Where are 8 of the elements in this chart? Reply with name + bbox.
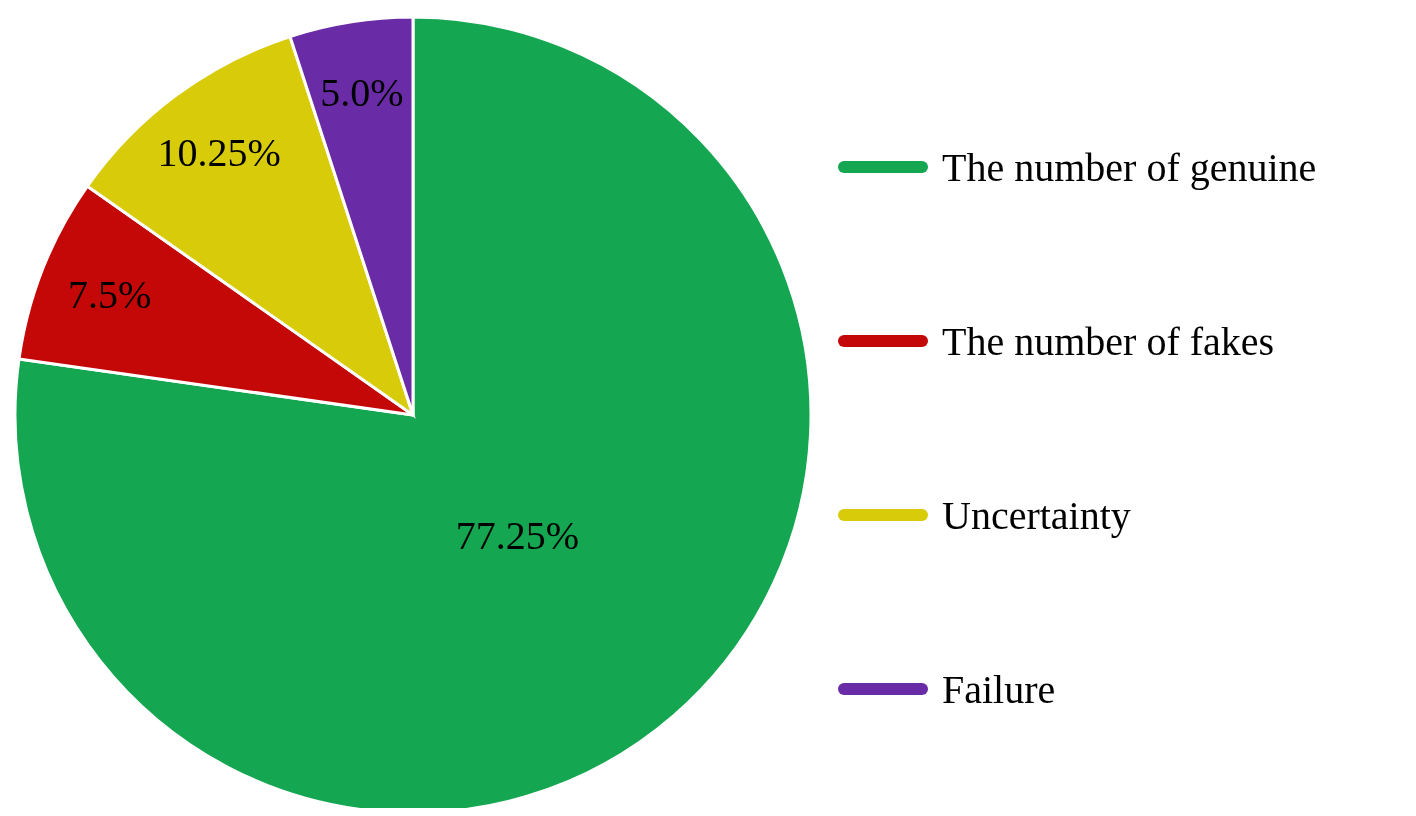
legend-label: Failure bbox=[942, 665, 1056, 713]
data-label: 77.25% bbox=[455, 512, 579, 558]
legend-label: Uncertainty bbox=[942, 491, 1131, 539]
data-label: 10.25% bbox=[157, 129, 281, 175]
data-label: 5.0% bbox=[320, 70, 404, 116]
legend-label: The number of fakes bbox=[942, 317, 1275, 365]
legend-label: The number of genuine bbox=[942, 143, 1317, 191]
data-label: 7.5% bbox=[67, 272, 152, 318]
